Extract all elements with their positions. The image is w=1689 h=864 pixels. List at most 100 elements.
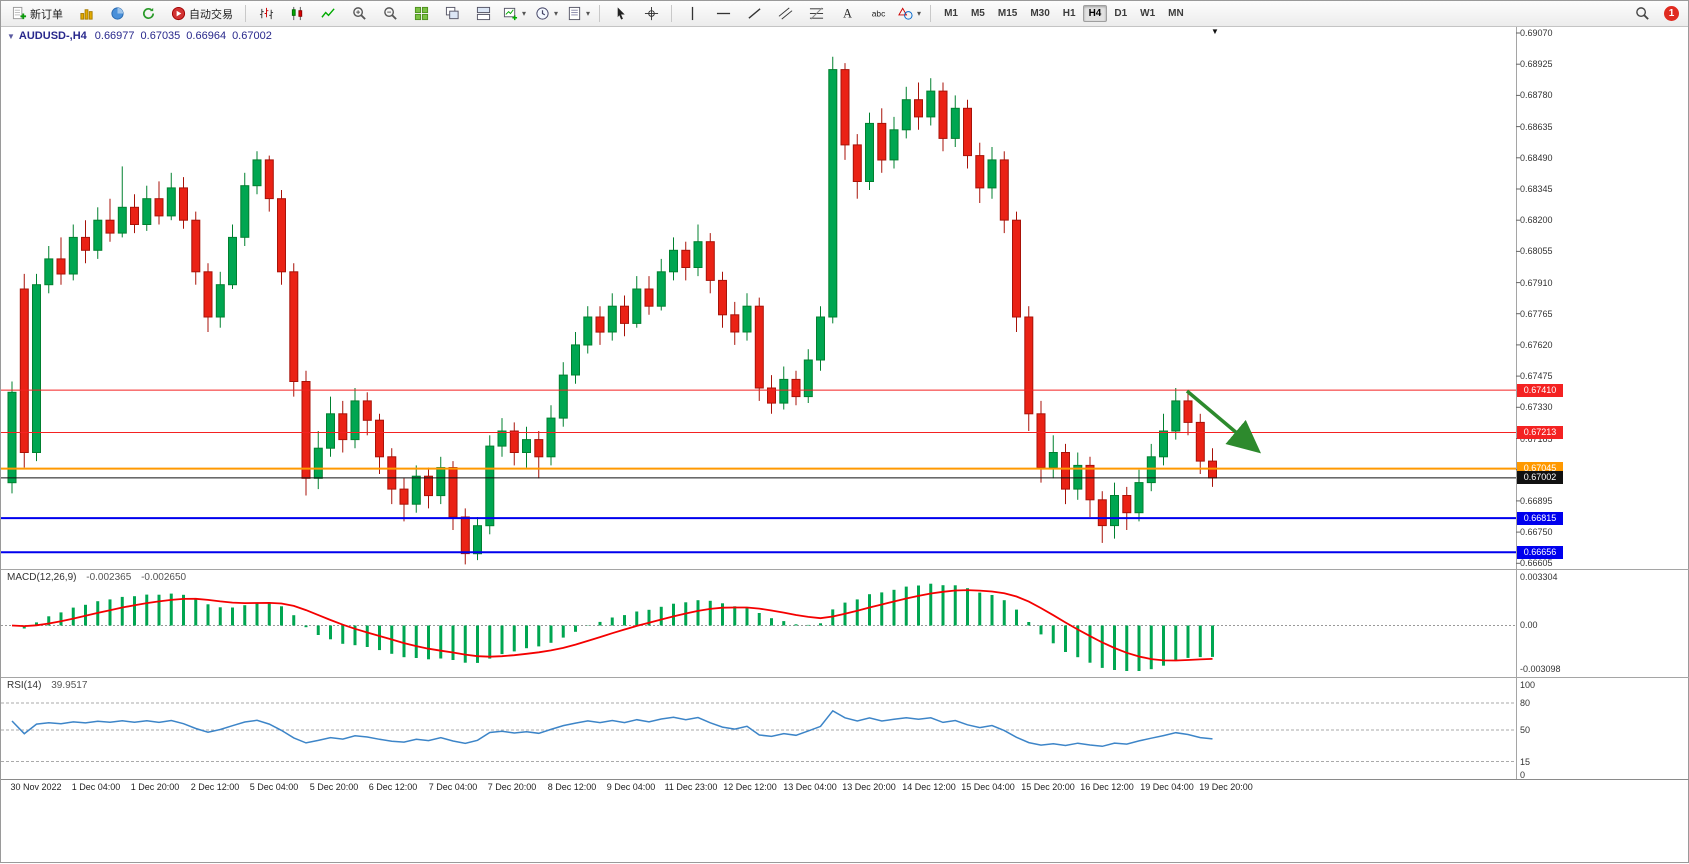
- add-indicator-button[interactable]: ▾: [499, 2, 530, 25]
- bar-chart-button[interactable]: [251, 2, 281, 25]
- timeframe-button-m5[interactable]: M5: [970, 8, 985, 19]
- vline-icon: [685, 6, 700, 21]
- macd-scale-label: -0.003098: [1520, 664, 1561, 674]
- one-click-trading-toggle[interactable]: ▼: [7, 32, 15, 41]
- macd-histogram: [22, 583, 1214, 671]
- timeframe-button-m1[interactable]: M1: [944, 8, 958, 19]
- cursor-icon: [613, 6, 628, 21]
- chart-header: ▼ AUDUSD-,H4 0.66977 0.67035 0.66964 0.67002: [7, 30, 278, 42]
- time-axis-label: 11 Dec 23:00: [664, 782, 718, 792]
- chart-shift-marker[interactable]: ▼: [1211, 27, 1219, 36]
- tile-horizontal-icon: [476, 6, 491, 21]
- crosshair-icon: [644, 6, 659, 21]
- timeframe-button-mn[interactable]: MN: [1168, 8, 1184, 19]
- timeframe-button-d1[interactable]: D1: [1114, 8, 1128, 19]
- auto-trading-button[interactable]: 自动交易: [164, 2, 240, 25]
- main-toolbar: 新订单 自动交易 ▾ ▾ ▾ A abc ▾ M1 M5 M15 M30 H1 H4 D1 W…: [1, 1, 1688, 27]
- tile-windows-button[interactable]: [406, 2, 436, 25]
- zoom-out-button[interactable]: [375, 2, 405, 25]
- cascade-windows-button[interactable]: [437, 2, 467, 25]
- rsi-scale-label: 100: [1520, 680, 1536, 690]
- time-axis-label: 15 Dec 04:00: [961, 782, 1015, 792]
- time-axis-label: 1 Dec 20:00: [130, 782, 180, 792]
- time-axis-label: 8 Dec 12:00: [547, 782, 597, 792]
- new-chart-icon: [79, 6, 94, 21]
- price-tag: 0.67213: [1517, 426, 1563, 439]
- macd-signal-value: -0.002650: [141, 572, 187, 583]
- svg-text:abc: abc: [871, 8, 885, 18]
- timeframe-button-h1[interactable]: H1: [1062, 8, 1076, 19]
- new-order-label: 新订单: [30, 8, 63, 21]
- price-axis-label: 0.68780: [1520, 90, 1553, 100]
- timeframe-button-m15[interactable]: M15: [997, 8, 1018, 19]
- price-axis-label: 0.66605: [1520, 558, 1553, 568]
- zoom-in-button[interactable]: [344, 2, 374, 25]
- candle-chart-button[interactable]: [282, 2, 312, 25]
- time-axis-label: 30 Nov 2022: [10, 782, 62, 792]
- fibo-icon: [809, 6, 824, 21]
- cursor-button[interactable]: [605, 2, 635, 25]
- tile-horizontal-button[interactable]: [468, 2, 498, 25]
- time-axis-label: 12 Dec 12:00: [723, 782, 777, 792]
- price-axis-label: 0.66895: [1520, 496, 1553, 506]
- timeframe-group: M1 M5 M15 M30 H1 H4 D1 W1 MN: [938, 5, 1190, 22]
- profiles-icon: [110, 6, 125, 21]
- price-tag: 0.67410: [1517, 384, 1563, 397]
- time-axis-label: 1 Dec 04:00: [71, 782, 121, 792]
- price-tag: 0.67002: [1517, 471, 1563, 484]
- add-chart-icon: [503, 6, 518, 21]
- periods-button[interactable]: ▾: [531, 2, 562, 25]
- macd-scale-label: 0.003304: [1520, 572, 1558, 582]
- price-axis-label: 0.68200: [1520, 215, 1553, 225]
- trendline-button[interactable]: [739, 2, 769, 25]
- new-order-icon: [12, 6, 27, 21]
- rsi-header: RSI(14) 39.9517: [7, 680, 87, 691]
- channel-icon: [778, 6, 793, 21]
- price-tag: 0.66656: [1517, 546, 1563, 559]
- timeframe-button-m30[interactable]: M30: [1030, 8, 1050, 19]
- time-axis-label: 2 Dec 12:00: [190, 782, 240, 792]
- shapes-button[interactable]: ▾: [894, 2, 925, 25]
- timeframe-button-w1[interactable]: W1: [1140, 8, 1156, 19]
- text-label-button[interactable]: abc: [863, 2, 893, 25]
- new-chart-button[interactable]: [71, 2, 101, 25]
- time-axis-label: 16 Dec 12:00: [1080, 782, 1134, 792]
- line-chart-button[interactable]: [313, 2, 343, 25]
- candle-chart-icon: [290, 6, 305, 21]
- trendline-icon: [747, 6, 762, 21]
- horizontal-line-button[interactable]: [708, 2, 738, 25]
- time-axis-label: 15 Dec 20:00: [1021, 782, 1075, 792]
- toolbar-separator: [671, 5, 673, 22]
- vertical-line-button[interactable]: [677, 2, 707, 25]
- price-axis-label: 0.68490: [1520, 153, 1553, 163]
- rsi-scale-label: 50: [1520, 725, 1531, 735]
- price-axis-label: 0.67620: [1520, 340, 1553, 350]
- auto-trading-label: 自动交易: [189, 8, 233, 21]
- price-axis-label: 0.68345: [1520, 184, 1553, 194]
- rsi-line: [11, 709, 1213, 748]
- text-button[interactable]: A: [832, 2, 862, 25]
- templates-button[interactable]: ▾: [563, 2, 594, 25]
- quote-low: 0.66964: [186, 30, 227, 42]
- notification-badge[interactable]: 1: [1664, 6, 1679, 21]
- channel-button[interactable]: [770, 2, 800, 25]
- svg-text:A: A: [843, 6, 852, 20]
- price-axis-label: 0.66750: [1520, 527, 1553, 537]
- trend-arrow[interactable]: [1185, 389, 1262, 454]
- rsi-scale-label: 15: [1520, 757, 1531, 767]
- timeframe-button-h4[interactable]: H4: [1082, 5, 1108, 22]
- profiles-button[interactable]: [102, 2, 132, 25]
- refresh-button[interactable]: [133, 2, 163, 25]
- crosshair-button[interactable]: [636, 2, 666, 25]
- autotrading-icon: [171, 6, 186, 21]
- refresh-icon: [141, 6, 156, 21]
- chevron-down-icon: ▾: [917, 9, 922, 18]
- cascade-icon: [445, 6, 460, 21]
- rsi-scale-label: 80: [1520, 698, 1531, 708]
- search-button[interactable]: [1627, 2, 1657, 25]
- macd-header: MACD(12,26,9) -0.002365 -0.002650: [7, 572, 186, 583]
- fibonacci-button[interactable]: [801, 2, 831, 25]
- new-order-button[interactable]: 新订单: [5, 2, 70, 25]
